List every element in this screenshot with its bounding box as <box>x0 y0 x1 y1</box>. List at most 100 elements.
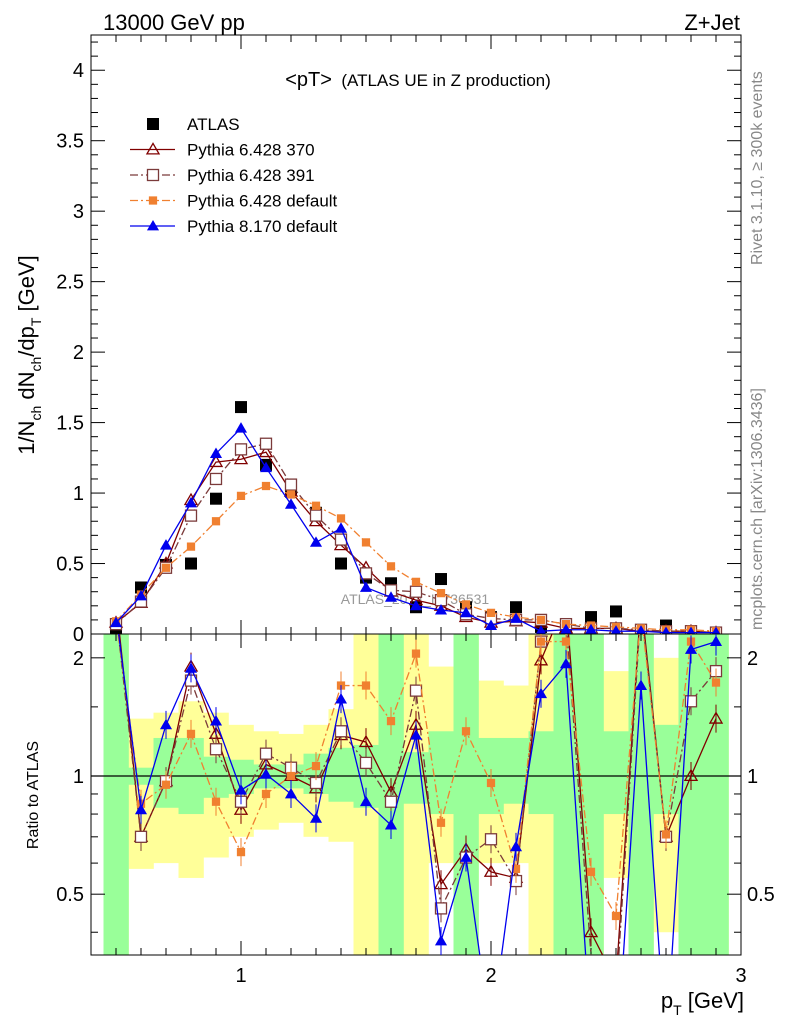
data-point <box>334 533 348 546</box>
rivet-version-label: Rivet 3.1.10, ≥ 300k events <box>749 71 766 265</box>
data-point <box>259 437 273 450</box>
data-point <box>236 491 246 501</box>
data-point <box>510 601 522 614</box>
data-point <box>261 789 271 799</box>
data-point <box>334 522 348 533</box>
ylabel-part-1: 1/N <box>14 421 39 455</box>
data-point <box>259 461 273 473</box>
data-point <box>584 623 598 635</box>
data-point <box>234 784 248 795</box>
main-y-tick-label: 4 <box>73 60 84 82</box>
data-point <box>411 649 421 658</box>
data-point <box>634 679 648 690</box>
data-point <box>311 761 321 771</box>
xlabel-sub: T <box>673 1002 682 1018</box>
legend-label: Pythia 6.428 391 <box>187 166 315 185</box>
data-point <box>284 787 298 799</box>
data-point <box>509 840 523 852</box>
data-point <box>386 716 396 726</box>
legend-entry: Pythia 6.428 370 <box>130 141 315 160</box>
data-point <box>286 771 296 781</box>
mcplots-label: mcplots.cern.ch [arXiv:1306.3436] <box>749 388 766 630</box>
data-point <box>435 573 447 586</box>
data-point <box>209 715 223 726</box>
data-point <box>161 563 171 572</box>
green-band-bin <box>428 731 454 815</box>
data-point <box>184 662 198 673</box>
header-energy-label: 13000 GeV pp <box>103 10 245 35</box>
data-point <box>208 454 224 468</box>
data-point <box>486 608 496 617</box>
data-point <box>234 443 248 456</box>
ratio-panel-axes: 0.5 0.5 1 1 2 2 1 2 3 <box>56 633 775 987</box>
main-panel-background <box>91 35 741 634</box>
data-point <box>259 747 273 760</box>
ratio-y-tick-label-right: 0.5 <box>747 884 775 906</box>
x-axis-label: pT [GeV] <box>661 988 744 1018</box>
header-process-label: Z+Jet <box>684 10 740 35</box>
data-point <box>436 818 446 827</box>
data-point <box>210 492 222 505</box>
data-point <box>184 509 198 522</box>
data-point <box>511 864 521 874</box>
green-band-bin <box>603 731 629 815</box>
data-point <box>459 851 473 862</box>
ylabel-sub-3: T <box>28 317 44 326</box>
data-point <box>209 447 223 458</box>
main-y-tick-label: 0 <box>73 624 84 646</box>
main-y-tick-label: 3 <box>73 201 84 223</box>
ylabel-sub-1: ch <box>28 406 44 421</box>
legend-label: Pythia 6.428 370 <box>187 141 315 160</box>
legend-label: Pythia 6.428 default <box>187 192 338 211</box>
data-point <box>586 867 596 876</box>
data-point <box>459 606 473 618</box>
data-point <box>258 444 274 458</box>
data-point <box>384 591 398 602</box>
data-point <box>483 864 499 877</box>
data-point <box>359 581 373 592</box>
data-point <box>409 599 423 611</box>
data-point <box>434 902 448 915</box>
data-point <box>409 684 423 697</box>
data-point <box>361 681 371 690</box>
main-plot-area <box>91 35 741 634</box>
data-point <box>235 401 247 414</box>
plot-title-sub: (ATLAS UE in Z production) <box>341 71 550 90</box>
main-y-tick-label: 0.5 <box>56 554 84 576</box>
data-point <box>461 600 471 609</box>
data-point <box>611 911 621 921</box>
legend-label: ATLAS <box>187 115 240 134</box>
data-point <box>311 501 321 510</box>
ratio-y-tick-label: 2 <box>73 648 84 670</box>
data-point <box>409 729 423 740</box>
series-pythia-8-170-default <box>109 422 723 637</box>
x-tick-label: 3 <box>735 965 746 987</box>
data-point <box>436 589 446 598</box>
data-point <box>585 611 597 624</box>
data-point <box>134 589 148 601</box>
data-point <box>236 847 246 857</box>
data-point <box>159 539 173 550</box>
data-point <box>684 643 698 654</box>
data-point <box>684 695 698 708</box>
data-point <box>559 657 573 669</box>
green-band-bin <box>403 752 429 804</box>
legend-entry: Pythia 6.428 391 <box>130 166 315 185</box>
data-point <box>309 536 323 547</box>
data-point <box>534 687 548 699</box>
ratio-series-pythia-8-170-default <box>118 634 723 955</box>
data-point <box>461 727 471 736</box>
data-point <box>147 118 159 130</box>
data-point <box>259 768 273 779</box>
legend-entry: Pythia 6.428 default <box>130 192 338 211</box>
data-point <box>533 653 549 666</box>
data-point <box>561 637 571 646</box>
data-point <box>161 780 171 789</box>
main-y-tick-label: 2.5 <box>56 272 84 294</box>
legend-entry: Pythia 8.170 default <box>130 217 338 236</box>
data-point <box>386 562 396 571</box>
main-y-tick-label: 1.5 <box>56 413 84 435</box>
data-point <box>509 612 523 623</box>
ratio-panel-series <box>117 634 724 955</box>
